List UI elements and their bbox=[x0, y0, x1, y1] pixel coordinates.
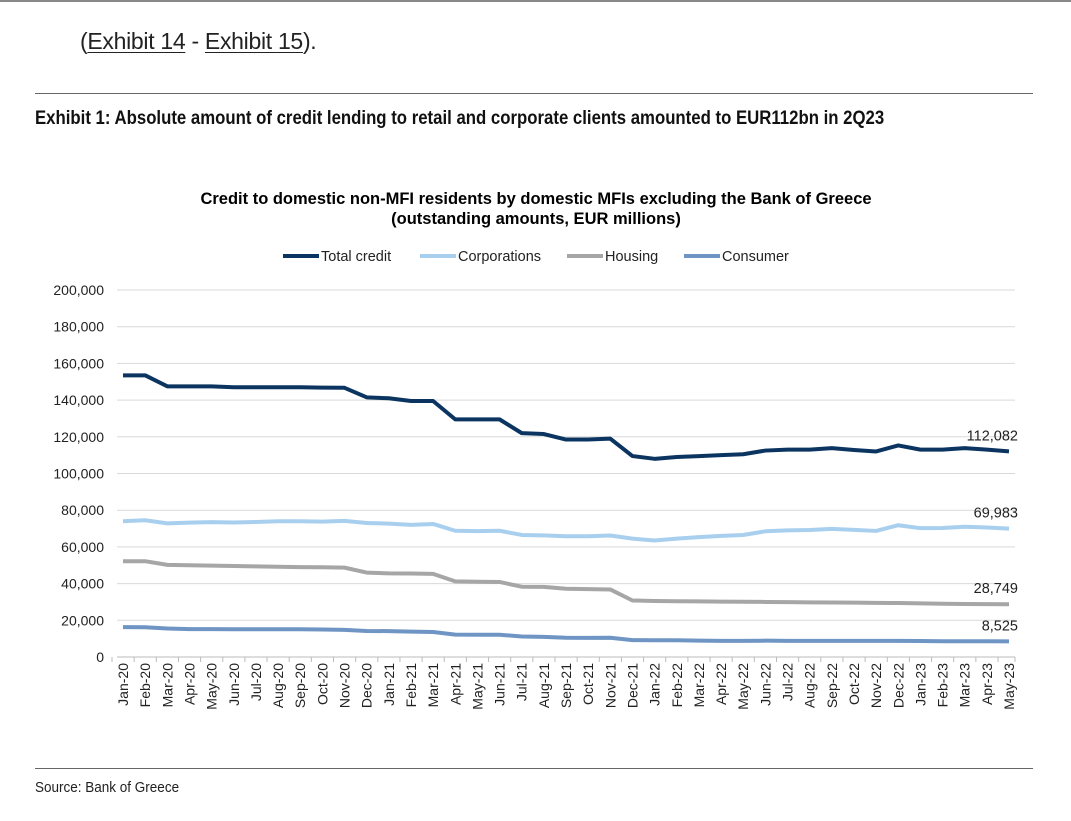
end-data-label: 8,525 bbox=[982, 618, 1018, 634]
intro-close: ). bbox=[302, 28, 317, 54]
x-tick-label: May-23 bbox=[1001, 663, 1017, 710]
x-tick-label: May-20 bbox=[204, 663, 220, 710]
y-tick-label: 60,000 bbox=[61, 539, 104, 555]
x-tick-label: Apr-20 bbox=[181, 663, 197, 705]
y-tick-label: 100,000 bbox=[53, 466, 104, 482]
end-data-label: 112,082 bbox=[967, 428, 1018, 444]
x-tick-label: Sep-20 bbox=[292, 663, 308, 708]
x-tick-label: Oct-21 bbox=[580, 663, 596, 705]
exhibit-15-link[interactable]: Exhibit 15 bbox=[204, 28, 303, 54]
x-tick-label: Jan-23 bbox=[912, 663, 928, 706]
x-tick-label: Feb-22 bbox=[669, 663, 685, 708]
line-chart: Credit to domestic non-MFI residents by … bbox=[53, 190, 1018, 710]
x-tick-label: Nov-21 bbox=[602, 663, 618, 708]
chart-subtitle: (outstanding amounts, EUR millions) bbox=[391, 210, 681, 228]
x-tick-label: Apr-22 bbox=[713, 663, 729, 705]
legend-label: Total credit bbox=[321, 249, 391, 265]
x-tick-label: Aug-20 bbox=[270, 663, 286, 708]
x-tick-label: Jan-22 bbox=[647, 663, 663, 706]
intro-text: (Exhibit 14 - Exhibit 15). bbox=[80, 28, 317, 55]
x-tick-label: Apr-23 bbox=[979, 663, 995, 705]
legend-label: Corporations bbox=[458, 249, 541, 265]
intro-sep: - bbox=[185, 28, 205, 54]
intro-open: ( bbox=[80, 28, 88, 54]
x-tick-label: Feb-21 bbox=[403, 663, 419, 708]
x-tick-label: May-22 bbox=[735, 663, 751, 710]
series-line-total-credit bbox=[123, 373, 1010, 461]
x-tick-label: Nov-22 bbox=[868, 663, 884, 708]
exhibit-title: Exhibit 1: Absolute amount of credit len… bbox=[35, 107, 885, 129]
x-tick-label: Feb-20 bbox=[137, 663, 153, 708]
x-tick-label: Jan-21 bbox=[381, 663, 397, 706]
top-border bbox=[0, 0, 1071, 2]
y-tick-label: 0 bbox=[96, 649, 104, 665]
source-note: Source: Bank of Greece bbox=[35, 779, 180, 796]
x-tick-label: Aug-22 bbox=[802, 663, 818, 708]
exhibit-14-link[interactable]: Exhibit 14 bbox=[87, 28, 186, 54]
x-tick-label: Jun-20 bbox=[226, 663, 242, 706]
x-tick-label: Jul-21 bbox=[514, 663, 530, 701]
x-tick-label: Aug-21 bbox=[536, 663, 552, 708]
x-tick-label: Mar-23 bbox=[957, 663, 973, 708]
x-tick-label: Mar-21 bbox=[425, 663, 441, 708]
x-tick-label: Sep-21 bbox=[558, 663, 574, 708]
y-tick-label: 80,000 bbox=[61, 502, 104, 518]
y-tick-label: 40,000 bbox=[61, 576, 104, 592]
y-tick-label: 20,000 bbox=[61, 612, 104, 628]
x-tick-label: Sep-22 bbox=[824, 663, 840, 708]
source-divider bbox=[35, 768, 1033, 769]
y-tick-label: 120,000 bbox=[53, 429, 104, 445]
x-tick-label: Dec-22 bbox=[890, 663, 906, 708]
x-tick-label: Mar-20 bbox=[159, 663, 175, 708]
end-data-label: 69,983 bbox=[974, 506, 1018, 522]
y-tick-label: 200,000 bbox=[53, 282, 104, 298]
x-tick-label: Mar-22 bbox=[691, 663, 707, 708]
series-line-consumer bbox=[122, 625, 1010, 644]
x-tick-label: Jun-21 bbox=[492, 663, 508, 706]
x-tick-label: May-21 bbox=[469, 663, 485, 710]
x-tick-label: Feb-23 bbox=[935, 663, 951, 708]
y-tick-label: 160,000 bbox=[53, 355, 104, 371]
x-tick-label: Dec-20 bbox=[359, 663, 375, 708]
y-tick-label: 180,000 bbox=[53, 319, 104, 335]
y-tick-label: 140,000 bbox=[53, 392, 104, 408]
end-data-label: 28,749 bbox=[974, 581, 1018, 597]
x-tick-label: Apr-21 bbox=[447, 663, 463, 705]
x-tick-label: Dec-21 bbox=[624, 663, 640, 708]
exhibit-top-divider bbox=[35, 93, 1033, 94]
series-line-housing bbox=[123, 559, 1010, 607]
x-tick-label: Jun-22 bbox=[757, 663, 773, 706]
x-tick-label: Jul-20 bbox=[248, 663, 264, 701]
x-tick-label: Jan-20 bbox=[115, 663, 131, 706]
x-tick-label: Nov-20 bbox=[337, 663, 353, 708]
x-tick-label: Oct-20 bbox=[314, 663, 330, 705]
x-tick-label: Jul-22 bbox=[780, 663, 796, 701]
x-tick-label: Oct-22 bbox=[846, 663, 862, 705]
chart-title: Credit to domestic non-MFI residents by … bbox=[200, 190, 871, 208]
series-line-corporations bbox=[122, 518, 1010, 543]
legend-label: Housing bbox=[605, 249, 658, 265]
legend-label: Consumer bbox=[722, 249, 789, 265]
